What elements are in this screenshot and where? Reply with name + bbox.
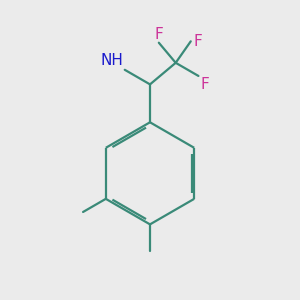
Text: F: F — [193, 34, 202, 49]
Text: NH: NH — [100, 53, 123, 68]
Text: F: F — [154, 26, 163, 41]
Text: F: F — [201, 77, 209, 92]
